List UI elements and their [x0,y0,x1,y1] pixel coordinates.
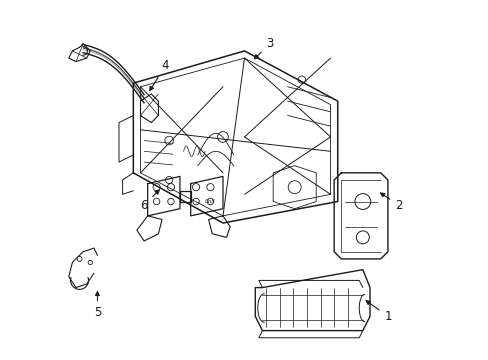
Text: 5: 5 [94,292,101,319]
Text: 2: 2 [380,193,402,212]
Text: 4: 4 [149,59,169,90]
Text: CnII: CnII [204,199,215,204]
Text: 3: 3 [254,37,273,59]
Text: 6: 6 [140,190,159,212]
Text: 1: 1 [366,301,391,323]
